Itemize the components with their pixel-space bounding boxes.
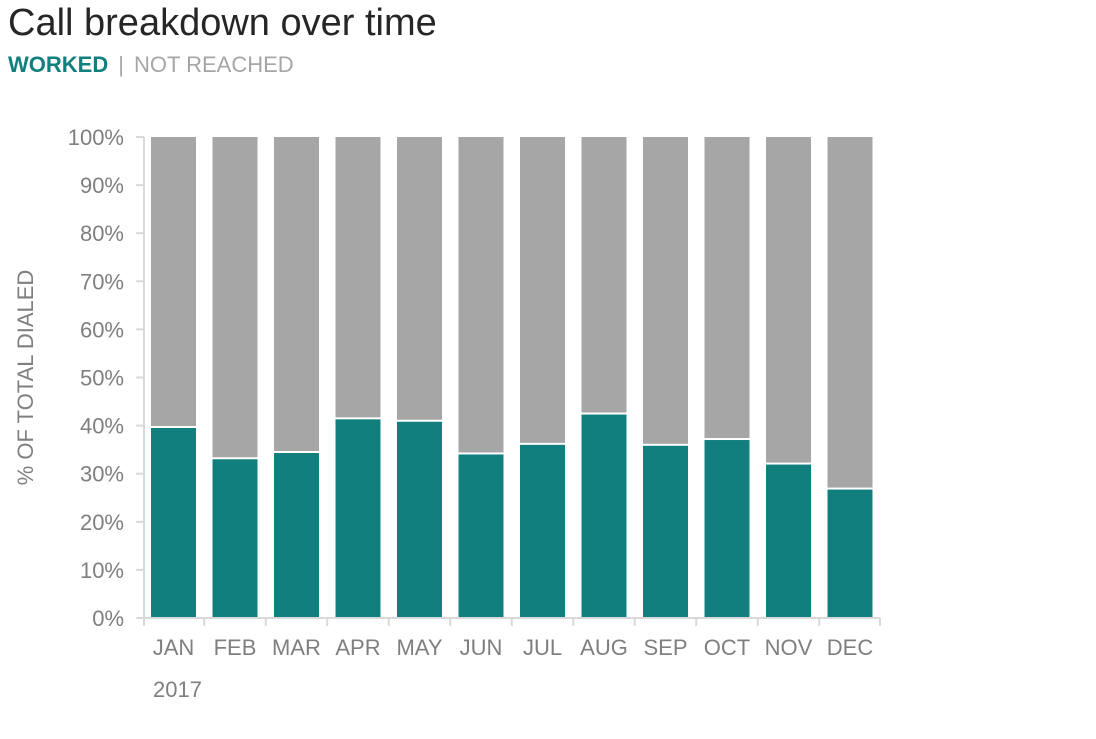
bar-worked-dec [827,489,873,618]
y-tick-label: 10% [80,558,124,583]
y-tick-label: 30% [80,462,124,487]
y-tick-label: 80% [80,221,124,246]
x-tick-label: FEB [214,635,257,660]
bar-worked-feb [212,459,258,618]
bar-worked-may [397,421,442,618]
y-tick-label: 50% [80,366,124,391]
legend-worked-label: WORKED [8,52,109,77]
x-tick-label: NOV [765,635,813,660]
y-tick-label: 100% [68,125,124,150]
y-tick-label: 0% [92,606,124,631]
x-tick-label: DEC [827,635,874,660]
bar-not-reached-sep [643,137,688,444]
x-tick-label: SEP [643,635,687,660]
y-axis-title: % OF TOTAL DIALED [13,270,38,486]
legend-separator: | [118,52,124,77]
y-tick-label: 60% [80,317,124,342]
bar-worked-jan [151,428,196,618]
x-tick-label: JUL [523,635,562,660]
y-tick-label: 40% [80,414,124,439]
y-tick-label: 90% [80,173,124,198]
bar-not-reached-may [397,137,442,420]
y-tick-label: 70% [80,269,124,294]
bar-not-reached-feb [212,137,258,458]
bar-worked-sep [643,445,688,618]
y-tick-label: 20% [80,510,124,535]
bar-not-reached-jun [458,137,504,453]
bar-not-reached-apr [335,137,381,418]
bar-worked-nov [766,464,811,618]
x-tick-label: JAN [153,635,195,660]
bar-worked-oct [704,440,750,618]
bar-worked-jun [458,454,504,618]
x-tick-label: JUN [460,635,503,660]
bar-worked-aug [581,414,627,618]
legend-not-reached-label: NOT REACHED [133,52,294,77]
bar-worked-apr [335,419,381,618]
bar-worked-jul [520,444,565,618]
bar-not-reached-aug [581,137,627,413]
x-group-label: 2017 [153,677,202,702]
bar-not-reached-dec [827,137,873,488]
bar-worked-mar [274,453,319,618]
chart-title: Call breakdown over time [8,2,437,44]
x-tick-label: MAY [396,635,442,660]
bar-not-reached-oct [704,137,750,439]
x-tick-label: APR [335,635,380,660]
chart-subtitle: WORKED | NOT REACHED [8,52,294,78]
x-tick-label: AUG [580,635,628,660]
y-axis: 0% 10% 20% 30% 40% 50% 60% 70% 80% 90% 100% % OF TO… [13,125,145,631]
bar-not-reached-nov [766,137,811,463]
bar-not-reached-mar [274,137,319,452]
x-axis: JAN FEB MAR APR MAY JUN JUL AUG SEP OCT NOV DEC 2017 [143,617,881,702]
bars [151,137,873,618]
bar-not-reached-jan [151,137,196,427]
x-tick-label: MAR [272,635,321,660]
bar-not-reached-jul [520,137,565,443]
x-tick-label: OCT [704,635,750,660]
